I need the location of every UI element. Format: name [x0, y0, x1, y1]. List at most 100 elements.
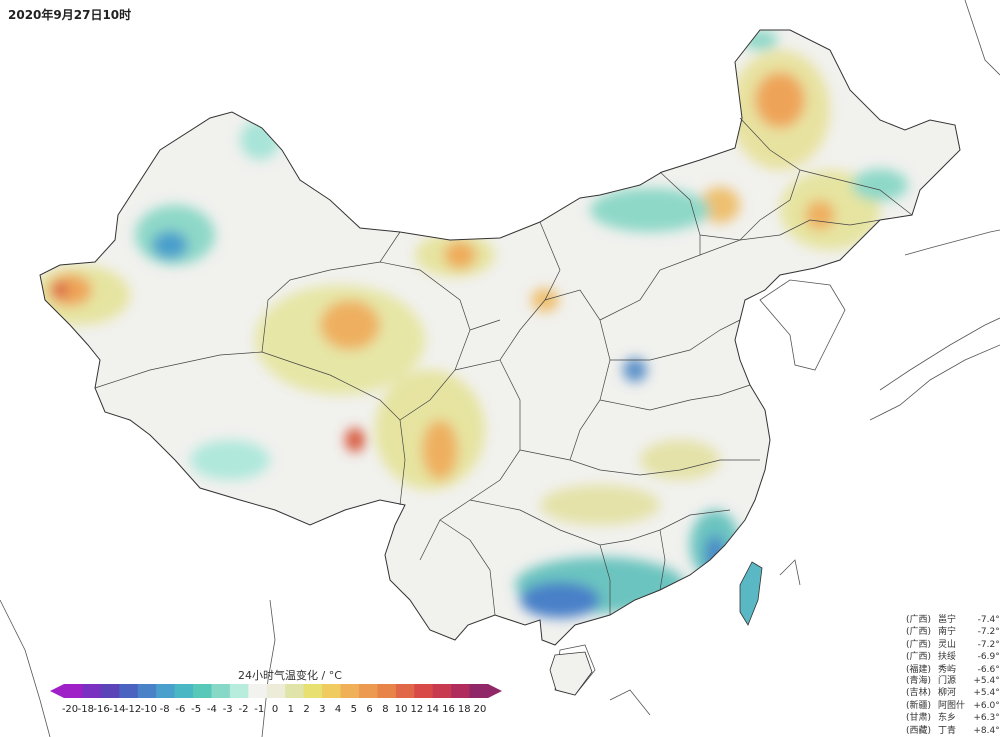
legend-tick-label: -16 — [93, 704, 110, 715]
extreme-value: -7.2°C — [977, 627, 1000, 638]
legend-swatch — [358, 684, 378, 698]
china-outline — [40, 30, 960, 645]
legend-swatch — [322, 684, 342, 698]
legend-tick-labels: -20 -18 -16 -14 -12 -10 -8 -6 -5 -4 -3 -2 -1 0 1 2 3 4 5 6 8… — [58, 704, 498, 718]
extreme-province: (福建) — [906, 664, 932, 675]
legend-tick-label: -4 — [206, 704, 217, 715]
legend-tick-label: -5 — [191, 704, 202, 715]
legend-tick-label: -20 — [61, 704, 79, 715]
legend-tick-label: 14 — [426, 704, 440, 715]
cooling-extremes-list: (广西)邕宁-7.4°C(广西)南宁-7.2°C(广西)灵山-7.2°C(广西)… — [906, 614, 1000, 676]
extreme-station: 邕宁 — [938, 615, 957, 625]
extreme-station-row: (西藏) 丁青 +8.4°C — [906, 725, 1000, 737]
legend-swatch — [285, 684, 305, 698]
legend-swatch — [340, 684, 360, 698]
extreme-station: 扶绥 — [938, 652, 957, 663]
extreme-value: -7.4°C — [977, 615, 1000, 625]
extreme-province: (西藏) — [906, 725, 932, 736]
extreme-value: -6.6°C — [977, 664, 1000, 675]
legend-swatch — [266, 684, 286, 698]
legend-tick-label: 6 — [366, 704, 373, 715]
legend-tick-label: 2 — [303, 704, 310, 715]
legend-min-arrow — [50, 684, 64, 698]
extreme-value: +5.4°C — [973, 676, 1000, 686]
extreme-province: (新疆) — [906, 700, 932, 711]
extreme-station: 灵山 — [938, 639, 957, 650]
extreme-station: 门源 — [938, 676, 957, 686]
extreme-value: +8.4°C — [973, 725, 1000, 736]
extreme-value: -6.9°C — [977, 652, 1000, 663]
extreme-station-row: (新疆) 阿图什 +6.0°C — [906, 700, 1000, 712]
legend-tick-label: 1 — [287, 704, 294, 715]
legend-tick-label: -12 — [124, 704, 142, 715]
legend-swatch — [432, 684, 452, 698]
extreme-province: (青海) — [906, 676, 932, 686]
extreme-value: +6.0°C — [973, 700, 1000, 711]
legend-tick-label: -10 — [140, 704, 158, 715]
legend-swatch — [64, 684, 83, 698]
extreme-province: (广西) — [906, 615, 932, 625]
extreme-province: (广西) — [906, 639, 932, 650]
legend-tick-label: 8 — [382, 704, 389, 715]
legend-swatch — [211, 684, 231, 698]
legend-tick-label: 18 — [457, 704, 471, 715]
extreme-value: -7.2°C — [977, 639, 1000, 650]
legend-tick-label: 16 — [442, 704, 455, 715]
legend-title: 24小时气温变化 / °C — [238, 669, 342, 682]
legend-swatch — [469, 684, 489, 698]
legend-tick-label: -14 — [109, 704, 126, 715]
legend-swatch — [303, 684, 323, 698]
extreme-station: 丁青 — [938, 725, 957, 736]
legend-tick-label: -1 — [254, 704, 265, 715]
extreme-station-row: (广西) 扶绥 -6.9°C — [906, 651, 1000, 663]
extreme-province: (甘肃) — [906, 713, 932, 724]
legend-tick-label: 10 — [394, 704, 408, 715]
legend-tick-label: 5 — [350, 704, 358, 715]
extreme-station-row: (福建) 秀屿 -6.6°C — [906, 664, 1000, 676]
extreme-province: (吉林) — [906, 688, 932, 699]
extreme-value: +5.4°C — [973, 688, 1000, 699]
legend-tick-label: -8 — [159, 704, 170, 715]
extreme-station: 柳河 — [938, 688, 957, 699]
legend-swatch — [414, 684, 434, 698]
legend-max-arrow — [488, 684, 502, 698]
extreme-station-row: (青海) 门源 +5.4°C — [906, 675, 1000, 687]
extreme-station: 秀屿 — [938, 664, 957, 675]
legend-swatch — [395, 684, 415, 698]
legend-swatch — [82, 684, 102, 698]
legend-swatch — [137, 684, 157, 698]
legend-swatch — [248, 684, 268, 698]
china-border — [39, 29, 961, 646]
legend-swatch — [156, 684, 176, 698]
province-boundaries — [94, 117, 913, 616]
extreme-station-row: (吉林) 柳河 +5.4°C — [906, 687, 1000, 699]
extreme-station-row: (广西) 邕宁 -7.4°C — [906, 614, 1000, 626]
extreme-province: (广西) — [906, 627, 932, 638]
legend-swatch — [100, 684, 120, 698]
legend-tick-label: -6 — [175, 704, 186, 715]
legend-swatch — [451, 684, 471, 698]
hainan-island — [549, 651, 593, 696]
extreme-station: 东乡 — [938, 713, 957, 724]
legend-tick-label: 0 — [271, 704, 279, 715]
legend-tick-label: 12 — [410, 704, 424, 715]
legend-swatch — [193, 684, 212, 698]
extreme-province: (广西) — [906, 652, 932, 663]
legend-colorbar — [50, 684, 502, 698]
taiwan-island — [739, 561, 763, 626]
legend-tick-label: -18 — [77, 704, 94, 715]
legend-tick-label: 20 — [473, 704, 487, 715]
legend-tick-label: 3 — [319, 704, 326, 715]
warming-extremes-list: (青海) 门源 +5.4°C (吉林) 柳河 +5.4°C (新疆) 阿图什 +6.0°C (甘肃… — [906, 675, 1000, 737]
legend-swatch — [119, 684, 139, 698]
extreme-station-row: (甘肃) 东乡 +6.3°C — [906, 712, 1000, 724]
legend-swatch — [229, 684, 249, 698]
extreme-station: 南宁 — [938, 627, 957, 638]
extreme-station: 阿图什 — [938, 700, 966, 711]
legend-tick-label: -2 — [238, 704, 249, 715]
legend-tick-label: -3 — [222, 704, 233, 715]
temperature-field — [40, 30, 908, 618]
legend-swatch — [174, 684, 194, 698]
